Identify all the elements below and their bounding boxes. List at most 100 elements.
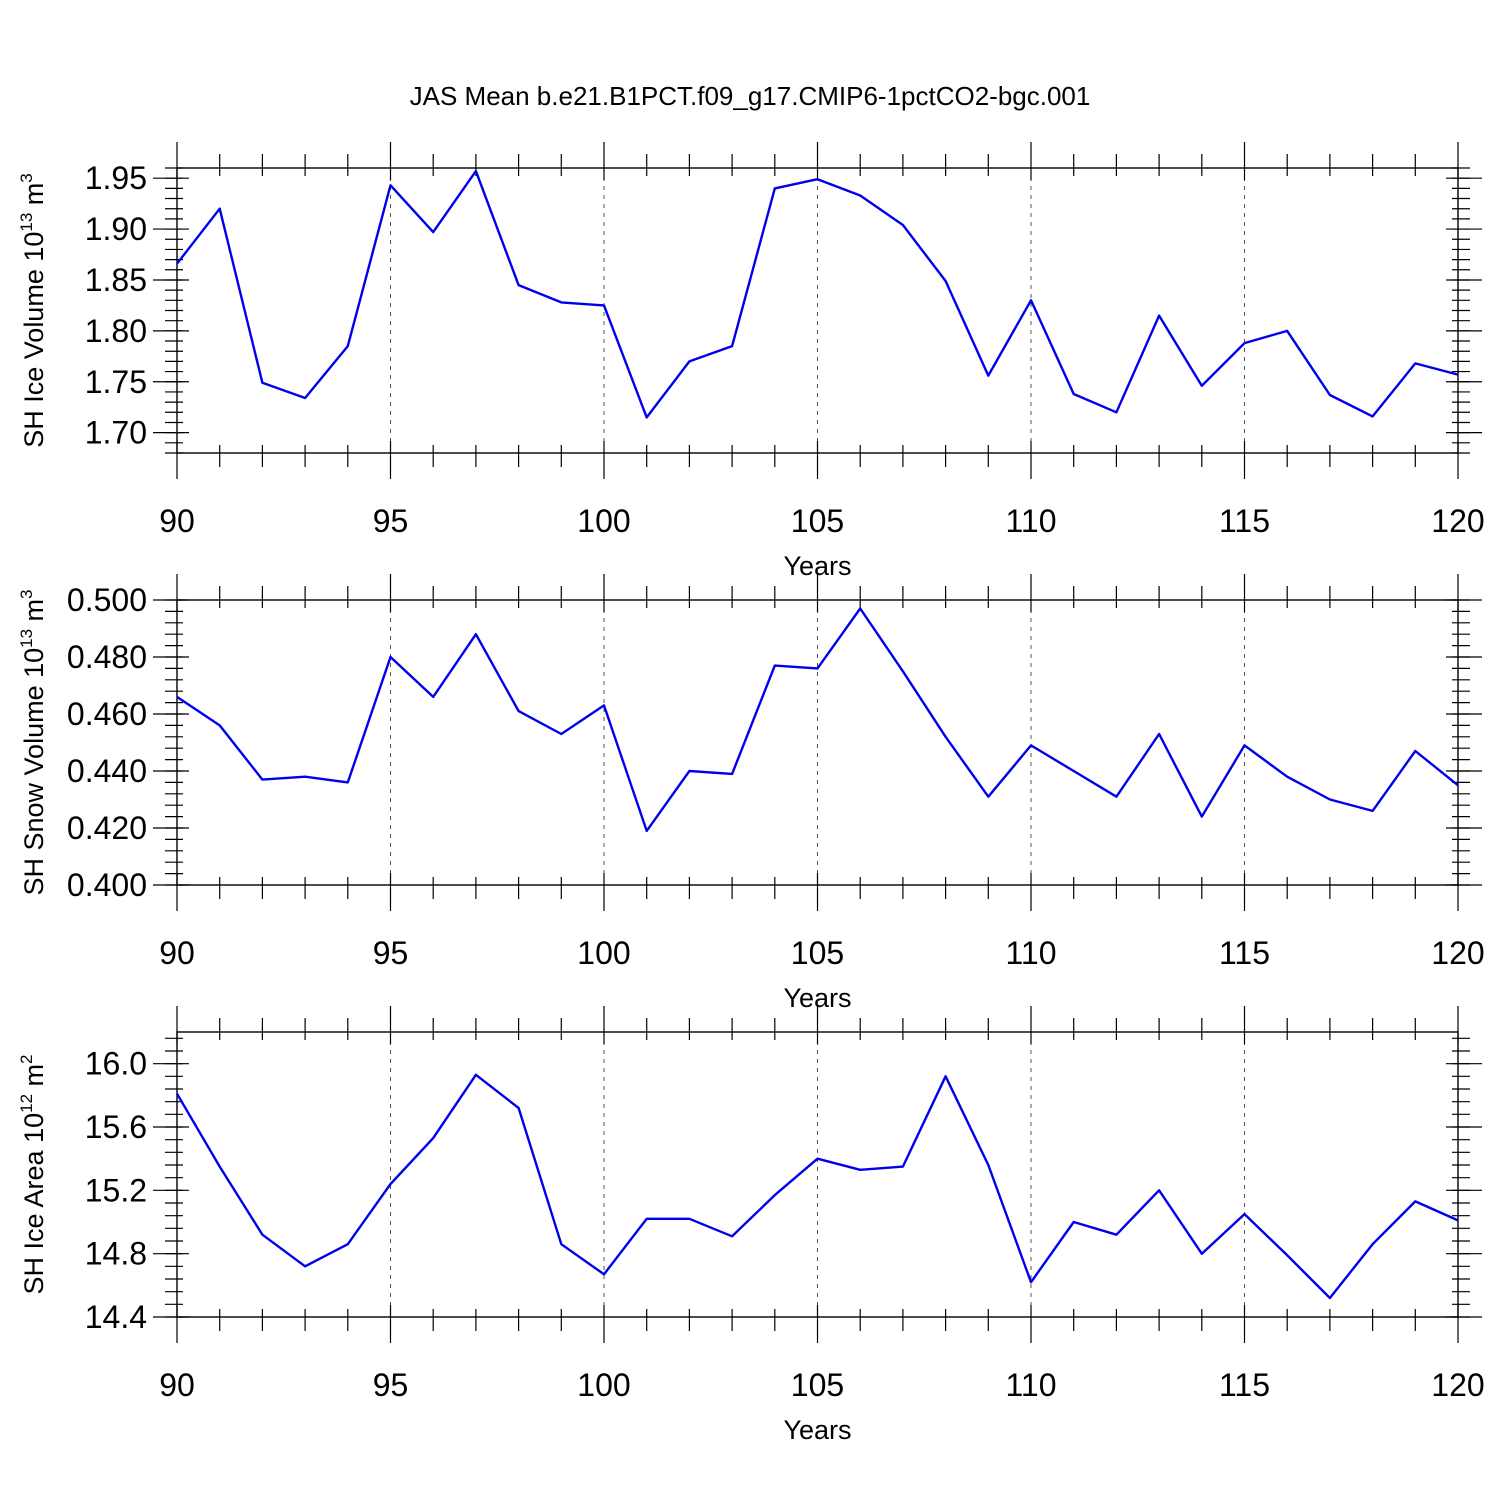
data-point — [986, 795, 990, 799]
data-point — [1328, 393, 1332, 397]
y-tick-label: 15.2 — [85, 1172, 147, 1208]
data-point — [687, 1217, 691, 1221]
panel-3: 90 95 100 105 110 115 120 14.4 14.8 15.2 15.6 16.0 Y… — [17, 1006, 1485, 1445]
x-tick-label: 115 — [1219, 503, 1270, 539]
y-tick-label: 0.420 — [67, 810, 147, 846]
x-tick-label: 95 — [373, 503, 409, 539]
x-tick-label: 90 — [159, 1367, 195, 1403]
y-tick-label: 1.75 — [85, 364, 147, 400]
data-point — [260, 1233, 264, 1237]
data-point — [1157, 732, 1161, 736]
data-point — [175, 262, 179, 266]
data-point — [260, 381, 264, 385]
data-point — [1328, 798, 1332, 802]
x-tick-label: 110 — [1005, 1367, 1056, 1403]
data-point — [431, 1136, 435, 1140]
x-tick-label: 120 — [1431, 1367, 1484, 1403]
y-axis-title: SH Ice Area 1012 m2 — [17, 1055, 49, 1295]
data-point — [1072, 769, 1076, 773]
x-tick-label: 105 — [791, 1367, 844, 1403]
data-point — [773, 186, 777, 190]
data-point — [730, 344, 734, 348]
data-point — [260, 778, 264, 782]
panel-1: 90 95 100 105 110 115 120 1.70 1.75 1.80 1.85 1.90 1… — [17, 142, 1485, 581]
y-tick-label: 1.85 — [85, 262, 147, 298]
data-point — [559, 300, 563, 304]
data-point — [474, 632, 478, 636]
y-tick-label: 0.500 — [67, 582, 147, 618]
data-point — [517, 709, 521, 713]
data-point — [986, 1163, 990, 1167]
data-point — [1456, 373, 1460, 377]
x-tick-label: 90 — [159, 935, 195, 971]
data-point — [602, 1272, 606, 1276]
series-line — [176, 169, 1459, 419]
x-tick-label: 110 — [1005, 503, 1056, 539]
data-point — [1413, 749, 1417, 753]
data-point — [517, 283, 521, 287]
data-point — [1114, 410, 1118, 414]
data-point — [602, 303, 606, 307]
data-point — [1114, 1233, 1118, 1237]
series-line — [175, 1073, 1459, 1300]
data-point — [858, 607, 862, 611]
x-axis-title: Years — [783, 1415, 851, 1445]
data-point — [1200, 815, 1204, 819]
data-point — [1456, 1218, 1460, 1222]
data-point — [1243, 743, 1247, 747]
data-point — [1243, 1212, 1247, 1216]
data-point — [218, 207, 222, 211]
data-point — [816, 177, 820, 181]
data-point — [944, 279, 948, 283]
data-point — [901, 669, 905, 673]
y-tick-label: 0.480 — [67, 639, 147, 675]
data-point — [858, 193, 862, 197]
data-point — [730, 772, 734, 776]
data-point — [1200, 1252, 1204, 1256]
plot-frame — [176, 599, 1459, 886]
data-point — [645, 415, 649, 419]
x-tick-label: 95 — [373, 1367, 409, 1403]
data-point — [1328, 1296, 1332, 1300]
data-point — [901, 223, 905, 227]
data-point — [858, 1168, 862, 1172]
x-tick-label: 90 — [159, 503, 195, 539]
data-point — [1413, 1199, 1417, 1203]
data-point — [944, 735, 948, 739]
panel-2: 90 95 100 105 110 115 120 0.400 0.420 0.440 0.460 0… — [17, 574, 1485, 1013]
data-point — [431, 695, 435, 699]
x-tick-label: 120 — [1431, 935, 1484, 971]
x-tick-label: 100 — [577, 1367, 630, 1403]
x-tick-label: 100 — [577, 503, 630, 539]
data-point — [474, 1073, 478, 1077]
y-tick-label: 1.70 — [85, 415, 147, 451]
y-tick-label: 0.400 — [67, 867, 147, 903]
data-point — [346, 344, 350, 348]
y-tick-label: 0.460 — [67, 696, 147, 732]
data-point — [1371, 809, 1375, 813]
plot-frame — [176, 167, 1459, 454]
data-point — [1157, 1188, 1161, 1192]
data-point — [1114, 795, 1118, 799]
y-tick-label: 15.6 — [85, 1109, 147, 1145]
data-point — [175, 1092, 179, 1096]
data-point — [1072, 392, 1076, 396]
data-point — [1157, 314, 1161, 318]
data-point — [602, 703, 606, 707]
x-tick-label: 120 — [1431, 503, 1484, 539]
y-tick-label: 1.90 — [85, 211, 147, 247]
data-point — [687, 769, 691, 773]
data-point — [1413, 361, 1417, 365]
data-point — [816, 1157, 820, 1161]
data-point — [474, 169, 478, 173]
data-point — [1371, 414, 1375, 418]
data-point — [1285, 1253, 1289, 1257]
data-point — [773, 1193, 777, 1197]
y-axis-title: SH Ice Volume 1013 m3 — [17, 173, 49, 448]
data-point — [645, 1217, 649, 1221]
data-point — [346, 780, 350, 784]
data-point — [1072, 1220, 1076, 1224]
data-point — [901, 1165, 905, 1169]
data-point — [559, 1242, 563, 1246]
